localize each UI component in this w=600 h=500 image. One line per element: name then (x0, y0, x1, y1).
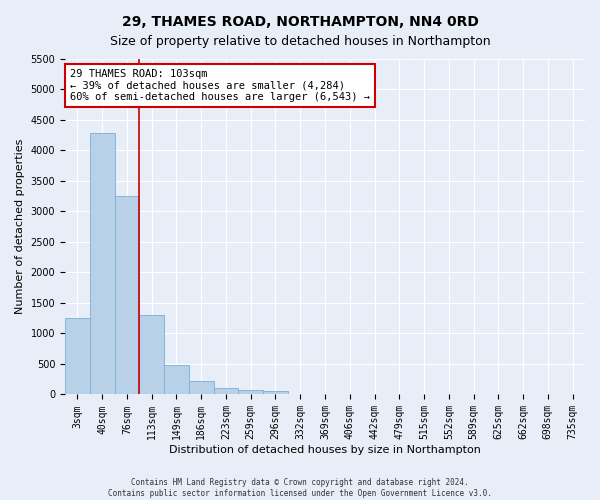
Bar (90, 134, 115, 394)
Text: Size of property relative to detached houses in Northampton: Size of property relative to detached ho… (110, 35, 490, 48)
Bar (139, 315, 164, 394)
Bar (189, 381, 214, 394)
Bar (214, 388, 238, 394)
Text: 29, THAMES ROAD, NORTHAMPTON, NN4 0RD: 29, THAMES ROAD, NORTHAMPTON, NN4 0RD (122, 15, 478, 29)
Bar (65, 318, 90, 394)
Text: Contains HM Land Registry data © Crown copyright and database right 2024.
Contai: Contains HM Land Registry data © Crown c… (108, 478, 492, 498)
Y-axis label: Number of detached properties: Number of detached properties (15, 139, 25, 314)
Bar (238, 390, 263, 394)
Bar (164, 364, 189, 394)
X-axis label: Distribution of detached houses by size in Northampton: Distribution of detached houses by size … (169, 445, 481, 455)
Bar (263, 392, 288, 394)
Text: 29 THAMES ROAD: 103sqm
← 39% of detached houses are smaller (4,284)
60% of semi-: 29 THAMES ROAD: 103sqm ← 39% of detached… (70, 69, 370, 102)
Bar (115, 196, 139, 394)
